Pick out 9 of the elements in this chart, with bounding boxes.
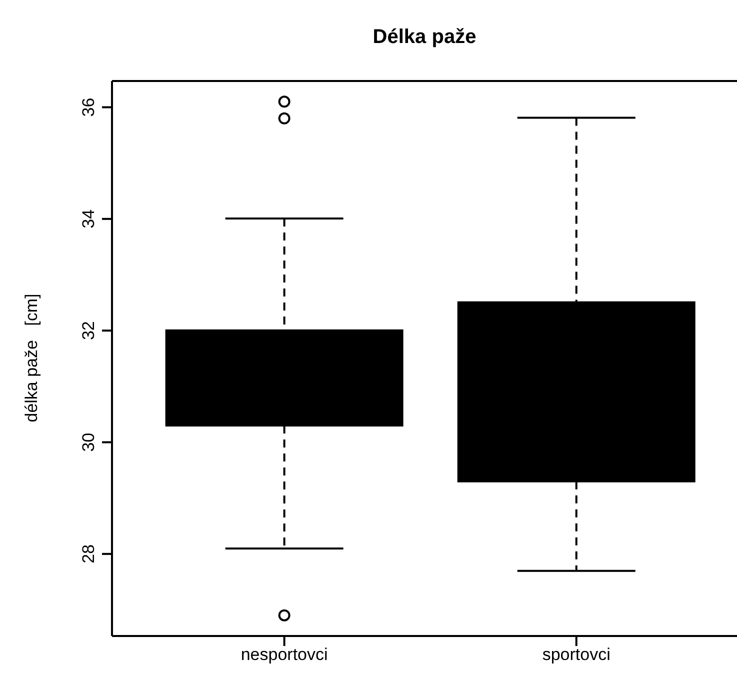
x-tick-label: nesportovci (240, 645, 328, 664)
y-tick-label: 32 (79, 321, 98, 340)
x-tick-label: sportovci (542, 645, 610, 664)
y-tick-label: 36 (79, 98, 98, 117)
y-tick-label: 34 (79, 209, 98, 228)
y-tick-label: 28 (79, 544, 98, 564)
chart-title: Délka paže (372, 26, 478, 49)
y-axis-title: délka paže [cm] (22, 294, 42, 422)
y-tick-label: 30 (79, 432, 98, 452)
